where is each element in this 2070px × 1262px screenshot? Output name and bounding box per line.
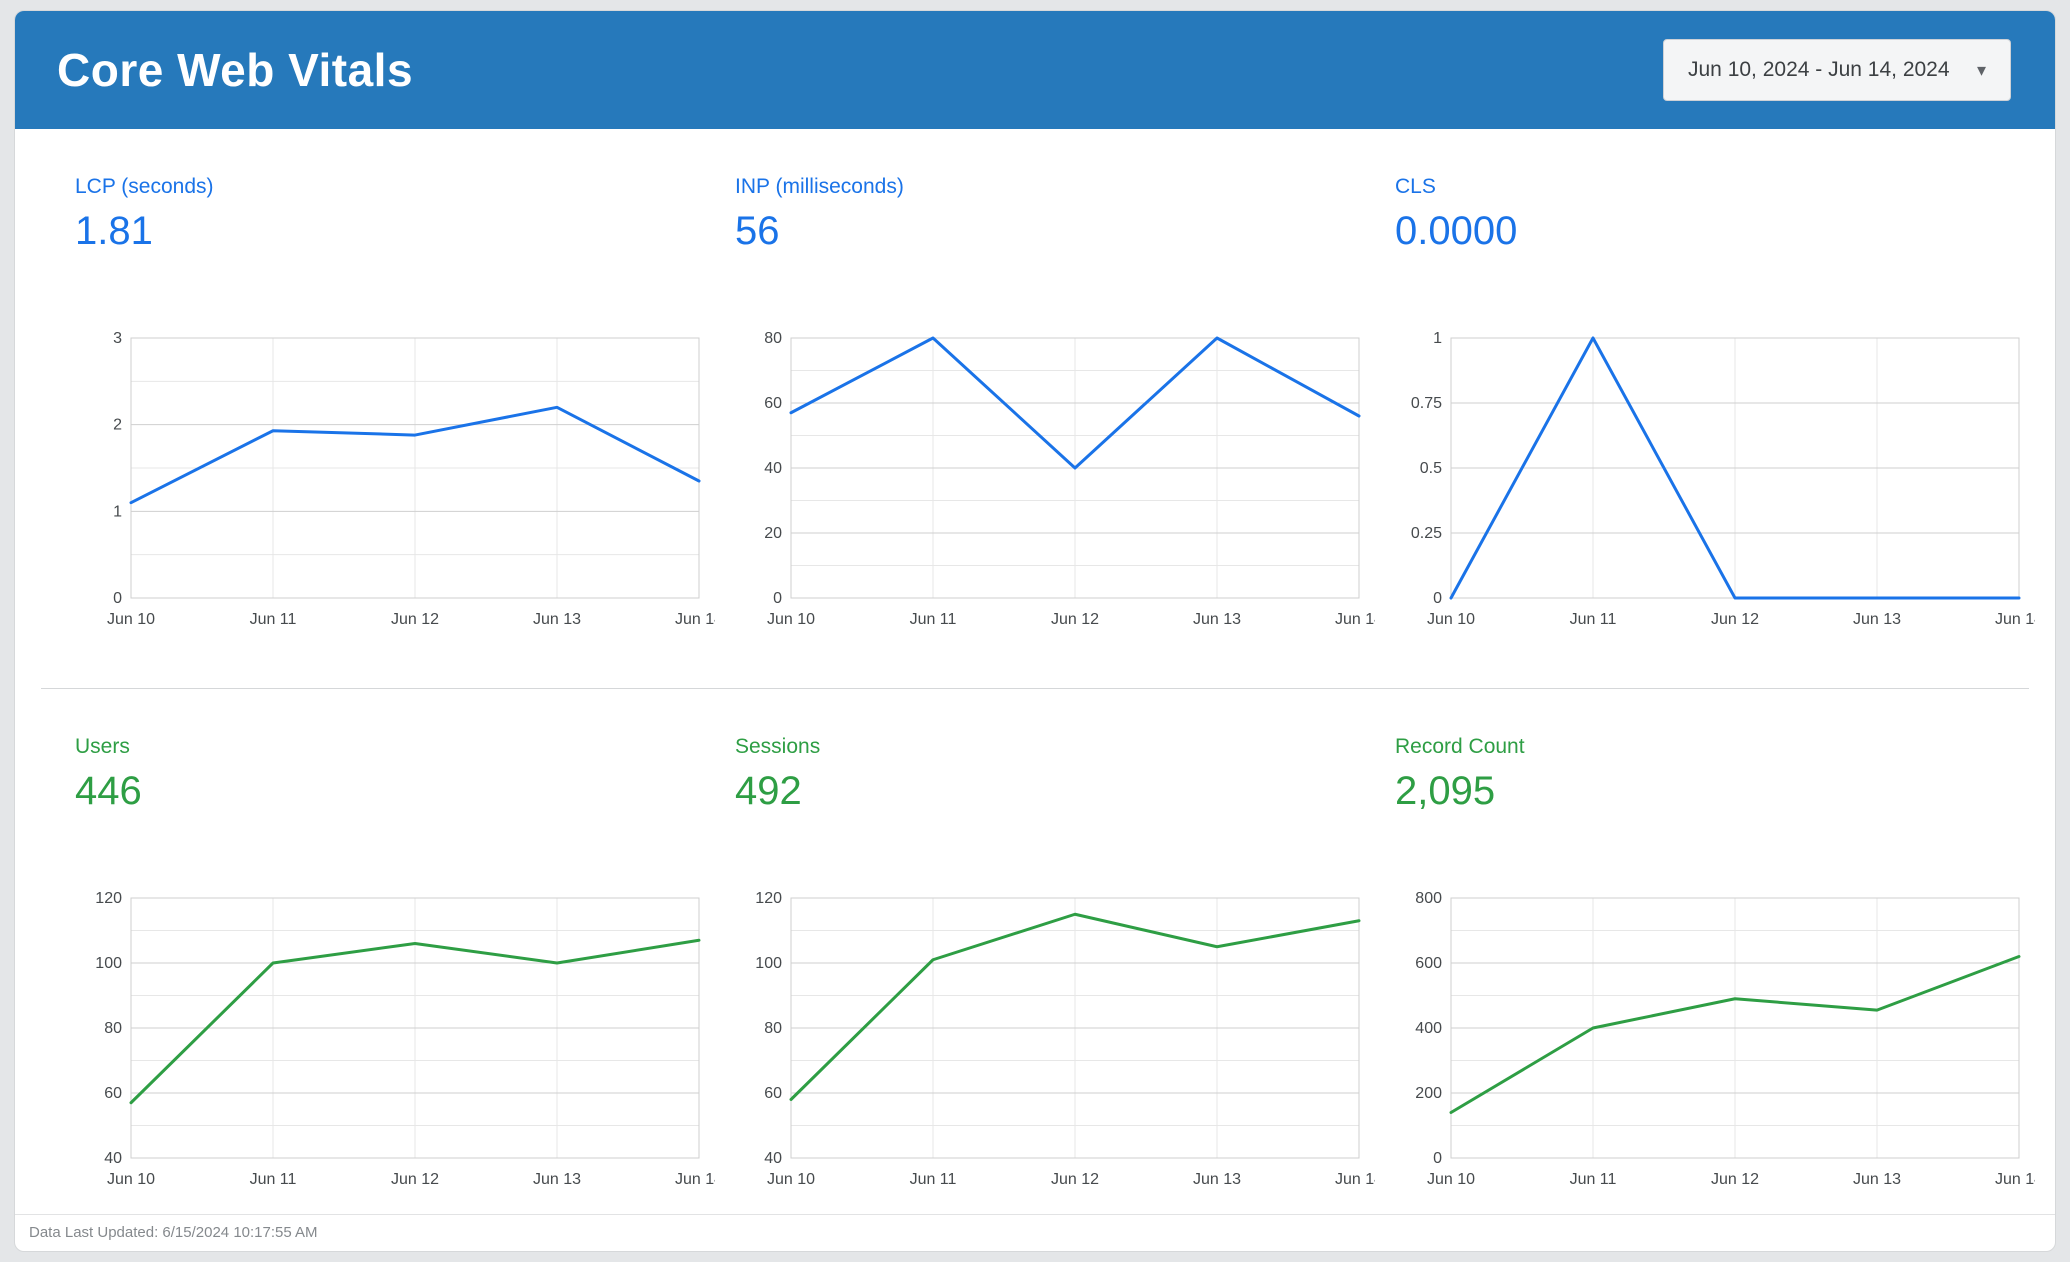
svg-text:Jun 14: Jun 14 — [1335, 611, 1375, 628]
footer: Data Last Updated: 6/15/2024 10:17:55 AM — [15, 1214, 2055, 1251]
sessions-line-chart: 40 60 80 100 120 Jun 10 Jun 11 Jun 12 Jun 13 Jun … — [755, 890, 1375, 1188]
svg-text:Jun 10: Jun 10 — [107, 1171, 155, 1188]
svg-text:Jun 10: Jun 10 — [107, 611, 155, 628]
svg-text:20: 20 — [764, 525, 782, 542]
lcp-line-chart: 0 1 2 3 Jun 10 Jun 11 Jun 12 Jun 13 Jun 14 — [107, 330, 715, 628]
svg-text:0.5: 0.5 — [1420, 460, 1442, 477]
svg-text:3: 3 — [113, 330, 122, 347]
date-range-label: Jun 10, 2024 - Jun 14, 2024 — [1688, 58, 1950, 81]
svg-text:Jun 12: Jun 12 — [1711, 611, 1759, 628]
svg-text:60: 60 — [764, 1085, 782, 1102]
svg-text:60: 60 — [104, 1085, 122, 1102]
svg-text:0.25: 0.25 — [1411, 525, 1442, 542]
svg-text:Jun 12: Jun 12 — [391, 1171, 439, 1188]
svg-text:80: 80 — [764, 330, 782, 347]
svg-text:Jun 12: Jun 12 — [1051, 611, 1099, 628]
svg-text:Jun 11: Jun 11 — [250, 1171, 297, 1188]
svg-text:600: 600 — [1415, 955, 1442, 972]
svg-text:Jun 13: Jun 13 — [1193, 611, 1241, 628]
svg-text:60: 60 — [764, 395, 782, 412]
svg-text:Jun 10: Jun 10 — [767, 1171, 815, 1188]
chevron-down-icon: ▾ — [1976, 60, 1986, 80]
metric-value: 0.0000 — [1395, 209, 1518, 253]
vitals-row: LCP (seconds) 1.81 0 1 2 3 Jun 10 Jun 11 Jun 1… — [15, 129, 2055, 654]
svg-text:Jun 14: Jun 14 — [1335, 1171, 1375, 1188]
users-line-chart: 40 60 80 100 120 Jun 10 Jun 11 Jun 12 Jun 13 Jun … — [95, 890, 715, 1188]
dashboard-card: Core Web Vitals Jun 10, 2024 - Jun 14, 2… — [14, 10, 2056, 1252]
metric-label: LCP (seconds) — [75, 175, 214, 198]
date-range-selector[interactable]: Jun 10, 2024 - Jun 14, 2024 ▾ — [1663, 39, 2011, 101]
svg-text:1: 1 — [1433, 330, 1442, 347]
svg-text:Jun 11: Jun 11 — [250, 611, 297, 628]
svg-text:Jun 13: Jun 13 — [533, 1171, 581, 1188]
svg-text:80: 80 — [764, 1020, 782, 1037]
metric-panel-users: Users 446 40 60 80 100 120 Jun 10 Jun 11 Jun 12… — [75, 735, 735, 1206]
svg-text:120: 120 — [755, 890, 782, 907]
svg-text:1: 1 — [113, 503, 122, 520]
svg-text:Jun 13: Jun 13 — [1193, 1171, 1241, 1188]
svg-text:0: 0 — [1433, 1150, 1442, 1167]
metric-label: CLS — [1395, 175, 1436, 198]
svg-text:Jun 12: Jun 12 — [1711, 1171, 1759, 1188]
metric-panel-lcp: LCP (seconds) 1.81 0 1 2 3 Jun 10 Jun 11 Jun 1… — [75, 175, 735, 646]
inp-line-chart: 0 20 40 60 80 Jun 10 Jun 11 Jun 12 Jun 13 Jun 14 — [764, 330, 1375, 628]
metric-label: INP (milliseconds) — [735, 175, 904, 198]
svg-text:Jun 11: Jun 11 — [1570, 1171, 1617, 1188]
svg-text:Jun 14: Jun 14 — [675, 611, 715, 628]
metric-label: Sessions — [735, 735, 821, 758]
record-count-line-chart: 0 200 400 600 800 Jun 10 Jun 11 Jun 12 Jun 13 Jun… — [1415, 890, 2035, 1188]
svg-text:800: 800 — [1415, 890, 1442, 907]
svg-text:Jun 14: Jun 14 — [1995, 611, 2035, 628]
svg-text:Jun 11: Jun 11 — [910, 1171, 957, 1188]
row-divider — [41, 688, 2029, 689]
svg-text:Jun 14: Jun 14 — [1995, 1171, 2035, 1188]
svg-text:120: 120 — [95, 890, 122, 907]
svg-text:0.75: 0.75 — [1411, 395, 1442, 412]
traffic-row: Users 446 40 60 80 100 120 Jun 10 Jun 11 Jun 12… — [15, 689, 2055, 1214]
svg-text:Jun 11: Jun 11 — [1570, 611, 1617, 628]
svg-text:0: 0 — [773, 590, 782, 607]
svg-text:80: 80 — [104, 1020, 122, 1037]
metric-value: 56 — [735, 209, 780, 253]
metric-value: 492 — [735, 769, 802, 813]
svg-text:200: 200 — [1415, 1085, 1442, 1102]
metric-panel-inp: INP (milliseconds) 56 0 20 40 60 80 Jun 10 Jun… — [735, 175, 1395, 646]
last-updated-text: Data Last Updated: 6/15/2024 10:17:55 AM — [29, 1224, 318, 1241]
svg-text:40: 40 — [764, 1150, 782, 1167]
svg-text:0: 0 — [1433, 590, 1442, 607]
svg-text:Jun 10: Jun 10 — [1427, 611, 1475, 628]
metric-value: 1.81 — [75, 209, 153, 253]
charts-area: LCP (seconds) 1.81 0 1 2 3 Jun 10 Jun 11 Jun 1… — [15, 129, 2055, 1214]
svg-text:40: 40 — [104, 1150, 122, 1167]
metric-label: Users — [75, 735, 130, 758]
metric-panel-record-count: Record Count 2,095 0 200 400 600 800 Jun 10 Ju… — [1395, 735, 2055, 1206]
svg-text:2: 2 — [113, 417, 122, 434]
metric-panel-cls: CLS 0.0000 0 0.25 0.5 0.75 1 Jun 10 Jun 11 Jun … — [1395, 175, 2055, 646]
svg-text:0: 0 — [113, 590, 122, 607]
svg-text:Jun 12: Jun 12 — [391, 611, 439, 628]
svg-text:Jun 10: Jun 10 — [1427, 1171, 1475, 1188]
metric-value: 2,095 — [1395, 769, 1496, 813]
svg-text:400: 400 — [1415, 1020, 1442, 1037]
metric-panel-sessions: Sessions 492 40 60 80 100 120 Jun 10 Jun 11 Jun… — [735, 735, 1395, 1206]
metric-label: Record Count — [1395, 735, 1525, 758]
cls-line-chart: 0 0.25 0.5 0.75 1 Jun 10 Jun 11 Jun 12 Jun 13 Jun… — [1411, 330, 2035, 628]
page-title: Core Web Vitals — [57, 44, 414, 96]
svg-text:Jun 14: Jun 14 — [675, 1171, 715, 1188]
svg-text:Jun 13: Jun 13 — [1853, 1171, 1901, 1188]
svg-text:Jun 11: Jun 11 — [910, 611, 957, 628]
svg-text:100: 100 — [95, 955, 122, 972]
metric-value: 446 — [75, 769, 142, 813]
svg-text:100: 100 — [755, 955, 782, 972]
svg-text:Jun 13: Jun 13 — [1853, 611, 1901, 628]
svg-text:Jun 10: Jun 10 — [767, 611, 815, 628]
svg-text:Jun 12: Jun 12 — [1051, 1171, 1099, 1188]
svg-text:40: 40 — [764, 460, 782, 477]
header-bar: Core Web Vitals Jun 10, 2024 - Jun 14, 2… — [15, 11, 2055, 129]
svg-text:Jun 13: Jun 13 — [533, 611, 581, 628]
